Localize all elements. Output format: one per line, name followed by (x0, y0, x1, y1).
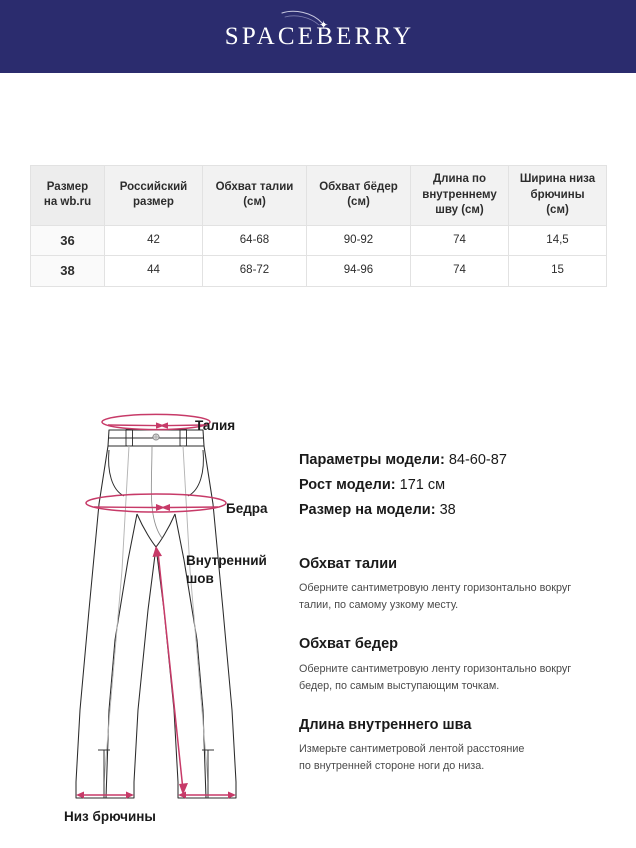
cell-hips: 90-92 (306, 224, 411, 257)
table-row: 36 42 64-68 90-92 74 14,5 (30, 224, 607, 257)
cell-hips: 94-96 (306, 255, 411, 287)
table-row: 38 44 68-72 94-96 74 15 (30, 255, 607, 287)
header-line: Ширина низа (519, 173, 596, 185)
instruction-title: Обхват талии (299, 556, 398, 572)
column-header-ru-size: Российский размер (104, 165, 203, 226)
instruction-waist: Обхват талии Оберните сантиметровую лент… (299, 556, 619, 614)
instruction-line: Оберните сантиметровую ленту горизонталь… (299, 582, 572, 595)
pockets (108, 449, 204, 497)
column-header-hem-width: Ширина низа брючины (см) (508, 165, 607, 226)
waist-label: Талия (195, 418, 235, 433)
cell-hem-width: 14,5 (508, 224, 607, 257)
cell-ru-size: 42 (104, 224, 203, 257)
hem-label: Низ брючины (64, 809, 156, 824)
model-params-label: Параметры модели: (299, 452, 445, 468)
cell-wb-size: 36 (30, 224, 105, 257)
cell-wb-size: 38 (30, 255, 105, 287)
model-size-value: 38 (439, 502, 456, 518)
hips-label: Бедра (226, 501, 268, 516)
instruction-text: Оберните сантиметровую ленту горизонталь… (299, 580, 619, 614)
trousers-diagram: Талия Бедра Внутренний шов Низ брючины (64, 413, 268, 824)
waist-measure-ellipse (101, 413, 211, 431)
instruction-title: Длина внутреннего шва (299, 716, 472, 733)
fly-and-button (150, 433, 163, 539)
instruction-line: бедер, по самым выступающим точкам. (299, 679, 500, 692)
model-params-line: Параметры модели: 84-60-87 (299, 448, 619, 473)
header-line: брючины (530, 188, 585, 201)
instruction-title: Обхват бедер (299, 636, 399, 653)
inseam-label-line1: Внутренний (186, 553, 267, 568)
size-table-container: Размер на wb.ru Российский размер Обхват… (30, 165, 607, 287)
trousers-outline (75, 429, 237, 799)
column-header-hips: Обхват бёдер (см) (306, 165, 411, 226)
site-header: SPACEBERRY (0, 0, 636, 73)
column-header-wb-size: Размер на wb.ru (30, 165, 105, 226)
model-params-value: 84-60-87 (448, 452, 507, 468)
header-line: Длина по (432, 173, 487, 185)
header-line: на wb.ru (43, 196, 92, 209)
model-height-line: Рост модели: 171 см (299, 473, 619, 498)
inseam-label-line2: шов (186, 571, 214, 586)
header-line: Размер (46, 180, 89, 193)
brand-name: SPACEBERRY (224, 23, 415, 50)
model-size-line: Размер на модели: 38 (299, 498, 619, 523)
header-line: Российский (119, 180, 188, 193)
model-height-value: 171 см (399, 477, 446, 493)
header-line: (см) (347, 196, 370, 209)
measurement-info-column: Параметры модели: 84-60-87 Рост модели: … (299, 448, 619, 775)
column-header-inseam: Длина по внутреннему шву (см) (410, 165, 509, 226)
instruction-line: Измерьте сантиметровой лентой расстояние (299, 743, 525, 756)
cell-waist: 68-72 (202, 255, 307, 287)
instruction-line: талии, по самому узкому месту. (299, 599, 459, 612)
brand-logo[interactable]: SPACEBERRY (222, 10, 415, 60)
measurement-guide-section: Талия Бедра Внутренний шов Низ брючины (0, 410, 636, 840)
instruction-inseam: Длина внутреннего шва Измерьте сантиметр… (299, 717, 619, 775)
instruction-line: по внутренней стороне ноги до низа. (299, 760, 485, 773)
header-line: размер (133, 196, 174, 209)
model-height-label: Рост модели: (299, 477, 396, 493)
table-header-row: Размер на wb.ru Российский размер Обхват… (30, 165, 607, 226)
model-size-label: Размер на модели: (299, 502, 436, 518)
header-line: (см) (243, 196, 266, 209)
cell-hem-width: 15 (508, 255, 607, 287)
hem-measure-arrows (76, 791, 236, 799)
column-header-waist: Обхват талии (см) (202, 165, 307, 226)
instruction-text: Оберните сантиметровую ленту горизонталь… (299, 661, 619, 695)
header-line: шву (см) (435, 204, 484, 217)
header-line: внутреннему (422, 188, 497, 201)
cell-waist: 64-68 (202, 224, 307, 257)
instruction-text: Измерьте сантиметровой лентой расстояние… (299, 741, 619, 775)
header-line: Обхват талии (215, 180, 294, 193)
instruction-hips: Обхват бедер Оберните сантиметровую лент… (299, 636, 619, 694)
inseam-measure-arrow (152, 546, 188, 795)
cell-inseam: 74 (410, 224, 509, 257)
cell-ru-size: 44 (104, 255, 203, 287)
size-table: Размер на wb.ru Российский размер Обхват… (30, 165, 607, 287)
header-line: (см) (546, 204, 569, 217)
cell-inseam: 74 (410, 255, 509, 287)
instruction-line: Оберните сантиметровую ленту горизонталь… (299, 662, 572, 675)
hem-slits (98, 749, 214, 798)
header-line: Обхват бёдер (319, 180, 398, 193)
hips-measure-ellipse (85, 493, 227, 513)
